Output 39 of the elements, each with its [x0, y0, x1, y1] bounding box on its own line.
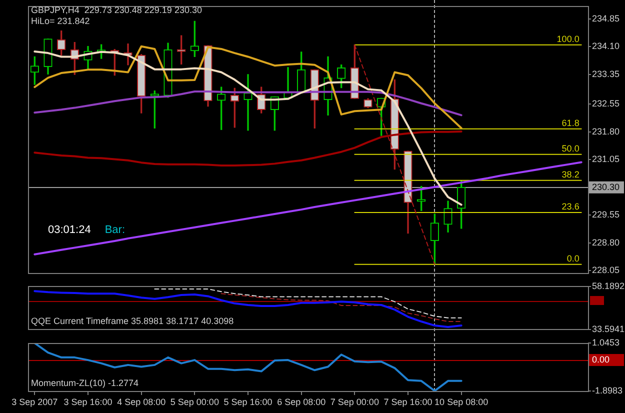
- x-tick-label: 5 Sep 00:00: [170, 396, 219, 407]
- candlestick: [244, 74, 252, 131]
- series-label: 50.0: [562, 143, 580, 154]
- text: QQE Current Timeframe 35.8981 38.1717 40.3098: [31, 316, 234, 326]
- series-label: 38.2: [562, 169, 580, 180]
- x-tick-label: 7 Sep 16:00: [384, 396, 432, 407]
- y-tick-label: 1.0453: [592, 337, 620, 348]
- x-tick-label: 5 Sep 16:00: [224, 396, 272, 407]
- y-tick-label: 228.80: [592, 237, 620, 248]
- y-tick-label: 234.85: [592, 13, 620, 24]
- chart-title: GBPJPY,H4 229.73 230.48 229.19 230.30: [31, 5, 202, 15]
- y-tick-label: 232.55: [592, 98, 620, 109]
- x-tick-label: 6 Sep 08:00: [277, 396, 326, 407]
- y-tick-label: -1.8983: [592, 385, 623, 396]
- series-label: 23.6: [562, 202, 580, 212]
- y-tick-label: 233.35: [592, 68, 620, 79]
- ref-line-label: 0.00: [592, 354, 610, 365]
- y-tick-label: 234.10: [592, 41, 620, 52]
- annotation: Bar:: [104, 224, 126, 237]
- x-tick-label: 10 Sep 08:00: [434, 396, 488, 407]
- annotation: 03:01:24: [48, 224, 91, 237]
- line-series: [354, 44, 436, 265]
- y-tick-label: 58.1892: [592, 280, 625, 291]
- x-tick-label: 3 Sep 16:00: [64, 396, 112, 407]
- series-label: 100.0: [556, 34, 580, 44]
- text: HiLo= 231.842: [31, 16, 90, 26]
- y-tick-label: 228.05: [592, 265, 620, 276]
- y-tick-label: 231.80: [592, 126, 620, 136]
- text: Momentum-ZL(10) -1.2774: [31, 378, 139, 388]
- x-tick-label: 3 Sep 2007: [12, 396, 58, 407]
- y-tick-label: 229.55: [592, 210, 620, 220]
- line-series: [154, 288, 462, 318]
- y-tick-label: 33.5941: [592, 324, 625, 334]
- x-tick-label: 4 Sep 08:00: [117, 396, 166, 407]
- series-label: 0.0: [566, 253, 580, 264]
- ref-line-label: 230.30: [592, 182, 620, 192]
- x-tick-label: 7 Sep 00:00: [330, 396, 379, 407]
- y-tick-label: 231.05: [592, 154, 620, 164]
- series-label: 61.8: [562, 118, 580, 128]
